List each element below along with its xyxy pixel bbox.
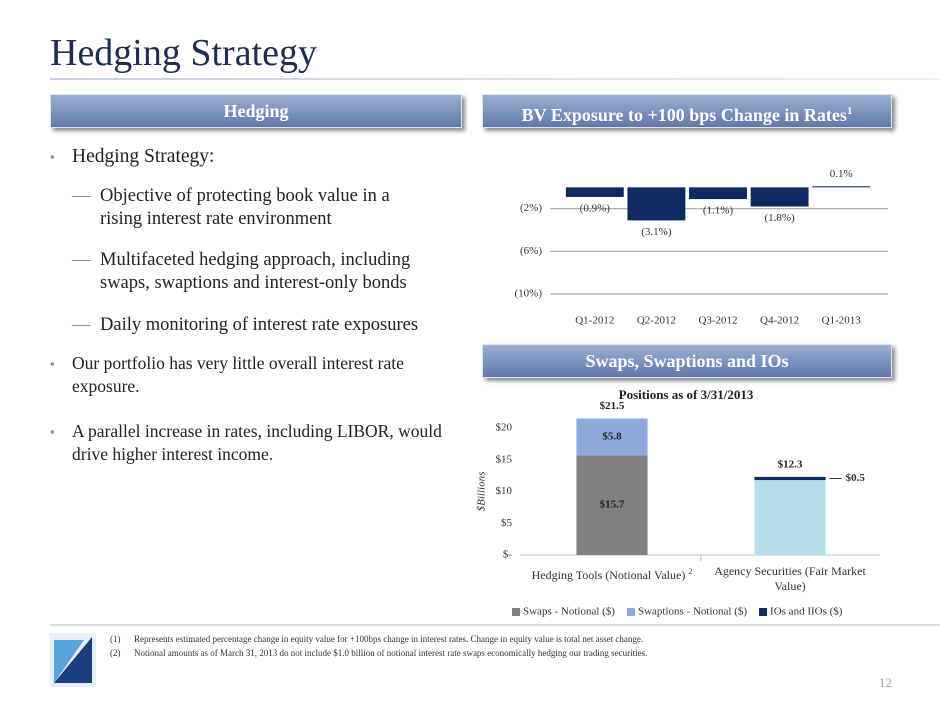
logo: [50, 633, 96, 687]
bullet-text: Objective of protecting book value in a …: [100, 186, 390, 229]
bar-segment: [754, 480, 826, 555]
footnote: Notional amounts as of March 31, 2013 do…: [134, 648, 647, 658]
data-label: $0.5: [846, 472, 866, 484]
x-tick-label: Agency Securities (Fair Market Value): [700, 564, 880, 594]
bar: [689, 187, 747, 200]
sub-bullet: — Objective of protecting book value in a…: [72, 185, 452, 231]
bar-segment: [576, 418, 648, 456]
sub-bullet: — Daily monitoring of interest rate expos…: [72, 314, 462, 337]
data-label: (1.1%): [703, 205, 734, 217]
footnote-mark: (1): [110, 634, 121, 644]
x-tick-label: Q2-2012: [637, 315, 676, 327]
data-label: $15.7: [600, 499, 625, 511]
total-label: $21.5: [600, 400, 625, 412]
legend-label: IOs and IIOs ($): [770, 606, 843, 618]
y-tick-label: (10%): [515, 288, 543, 300]
logo-shape: [54, 637, 92, 683]
legend-swatch: [512, 608, 520, 616]
bullet-text: A parallel increase in rates, including …: [72, 421, 442, 464]
footnote-mark: (2): [110, 648, 121, 658]
y-tick-label: $15: [496, 453, 513, 465]
total-label: $12.3: [778, 458, 803, 470]
bullet-text: Multifaceted hedging approach, including…: [100, 250, 411, 293]
bar: [812, 186, 871, 188]
x-tick-label: Q1-2012: [575, 315, 614, 327]
bar: [565, 187, 624, 197]
y-tick-label: (6%): [520, 245, 542, 257]
y-tick-label: $20: [496, 422, 513, 434]
legend-label: Swaptions - Notional ($): [638, 606, 747, 618]
x-tick-label: Q3-2012: [698, 315, 737, 327]
bar: [750, 187, 809, 207]
chart-subtitle: Positions as of 3/31/2013: [619, 387, 754, 402]
data-label: (1.8%): [764, 212, 795, 224]
legend-swatch: [626, 608, 635, 616]
bullet: ▪ A parallel increase in rates, including…: [50, 420, 470, 466]
slide-title: Hedging Strategy: [50, 32, 318, 74]
header-text: BV Exposure to +100 bps Change in Rates: [521, 105, 847, 125]
y-tick-label: $-: [503, 549, 513, 561]
data-label: (0.9%): [580, 202, 611, 214]
footnote: Represents estimated percentage change i…: [134, 634, 643, 644]
y-tick-label: $5: [501, 517, 513, 529]
bar: [627, 187, 686, 221]
y-axis-label: $Billions: [476, 472, 488, 512]
legend-label: Swaps - Notional ($): [523, 606, 615, 618]
legend-swatch: [759, 608, 768, 616]
x-tick-label: Hedging Tools (Notional Value) 2: [522, 564, 702, 583]
bullet-text: Our portfolio has very little overall in…: [72, 353, 404, 396]
title-rule: [50, 78, 940, 80]
y-tick-label: (2%): [520, 202, 542, 214]
x-tick-label-text: Agency Securities (Fair Market Value): [714, 564, 866, 593]
x-tick-label-box: Hedging Tools (Notional Value) 2: [522, 564, 702, 583]
y-tick-label: $10: [496, 485, 513, 497]
x-tick-label-box: Agency Securities (Fair Market Value): [700, 564, 880, 594]
bar-segment: [576, 455, 648, 555]
data-label: 0.1%: [830, 168, 853, 180]
sub-bullet: — Multifaceted hedging approach, includin…: [72, 249, 452, 295]
bullet: ▪ Our portfolio has very little overall i…: [50, 352, 450, 398]
logo-shape: [54, 640, 84, 683]
bullet-text: Hedging Strategy:: [72, 146, 215, 167]
footnote-mark: 1: [846, 105, 853, 117]
panel-header: Swaps, Swaptions and IOs: [482, 344, 892, 378]
page-number: 12: [879, 675, 892, 690]
x-tick-label: Q1-2013: [822, 315, 862, 327]
data-label: (3.1%): [641, 226, 672, 238]
footnote-mark: 2: [688, 567, 693, 576]
bullet: ▪ Hedging Strategy:: [50, 145, 450, 168]
bullet-text: Daily monitoring of interest rate exposu…: [100, 315, 419, 335]
x-tick-label-text: Hedging Tools (Notional Value): [531, 568, 686, 582]
bar-segment: [754, 476, 826, 481]
panel-header: BV Exposure to +100 bps Change in Rates1: [482, 94, 892, 128]
x-tick-label: Q4-2012: [760, 315, 799, 327]
data-label: $5.8: [602, 430, 622, 442]
panel-header: Hedging: [50, 94, 462, 128]
